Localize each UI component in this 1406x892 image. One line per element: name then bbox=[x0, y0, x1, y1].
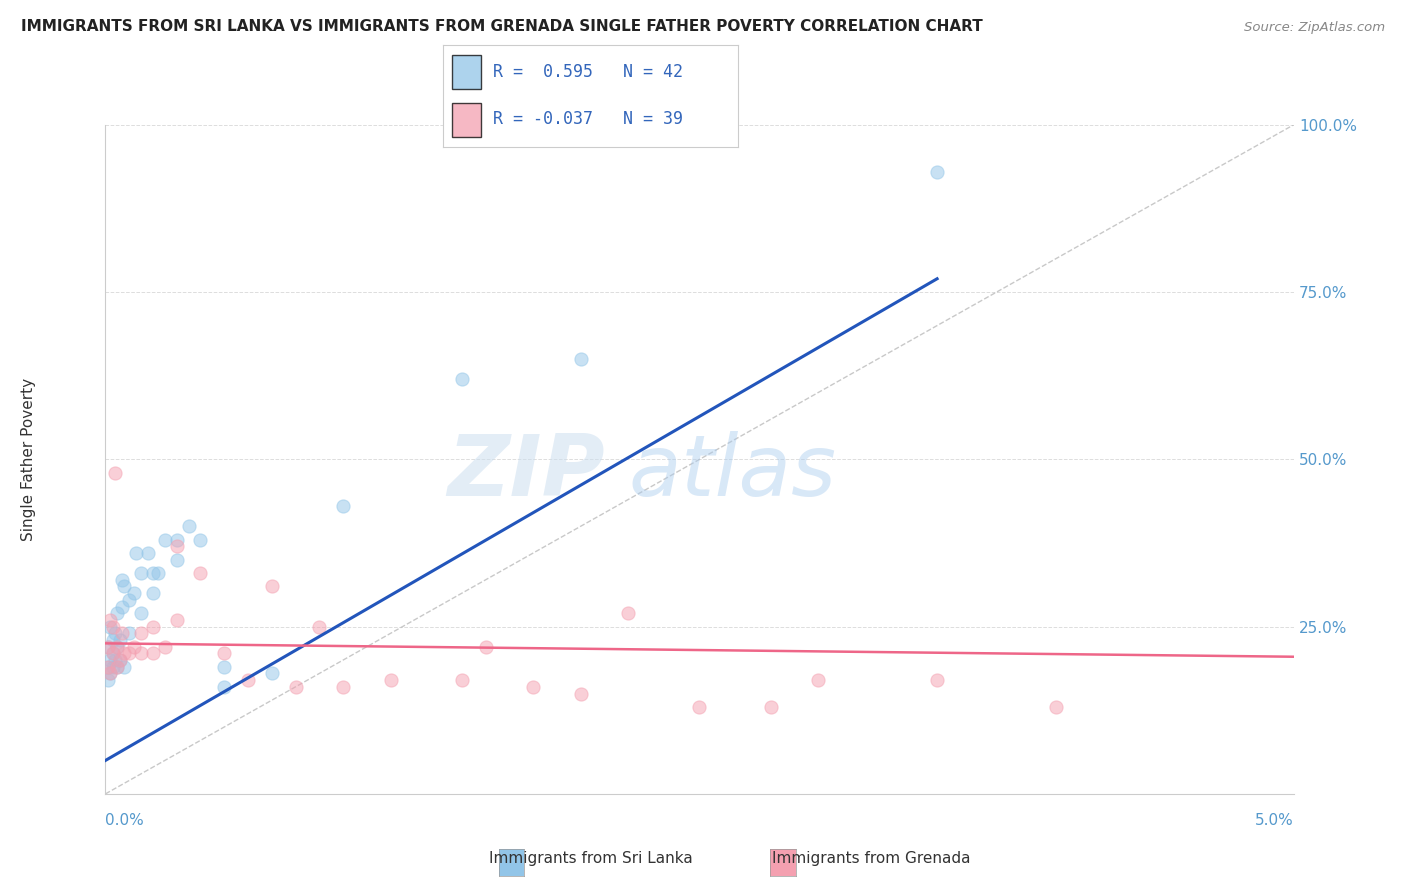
Point bbox=[97, 640, 120, 654]
Text: Single Father Poverty: Single Father Poverty bbox=[21, 378, 35, 541]
Point bbox=[129, 566, 152, 581]
Point bbox=[332, 680, 354, 694]
Point bbox=[118, 646, 141, 660]
Point bbox=[101, 660, 124, 674]
Point bbox=[214, 660, 236, 674]
Point bbox=[114, 580, 136, 594]
Point bbox=[97, 673, 120, 687]
Point bbox=[98, 613, 121, 627]
Point bbox=[98, 666, 121, 681]
Point bbox=[153, 640, 176, 654]
Text: atlas: atlas bbox=[628, 431, 837, 515]
Point bbox=[142, 619, 165, 633]
FancyBboxPatch shape bbox=[451, 103, 481, 137]
Point bbox=[617, 607, 640, 621]
Point bbox=[284, 680, 307, 694]
Point bbox=[380, 673, 402, 687]
Point bbox=[97, 640, 120, 654]
Point bbox=[260, 666, 283, 681]
Point bbox=[569, 687, 592, 701]
Point bbox=[101, 633, 124, 648]
Point bbox=[142, 586, 165, 600]
Point bbox=[105, 660, 128, 674]
Point bbox=[101, 619, 124, 633]
Text: 5.0%: 5.0% bbox=[1254, 814, 1294, 828]
Text: Immigrants from Grenada: Immigrants from Grenada bbox=[772, 852, 972, 866]
Point bbox=[104, 466, 127, 480]
Point bbox=[114, 660, 136, 674]
Point bbox=[118, 626, 141, 640]
Point bbox=[97, 660, 120, 674]
Point bbox=[101, 646, 124, 660]
Point bbox=[105, 640, 128, 654]
Point bbox=[98, 619, 121, 633]
Point bbox=[111, 626, 134, 640]
Point bbox=[236, 673, 259, 687]
Point bbox=[146, 566, 169, 581]
Point bbox=[153, 533, 176, 547]
Point bbox=[450, 673, 472, 687]
Point bbox=[111, 573, 134, 587]
Point bbox=[142, 566, 165, 581]
Text: Source: ZipAtlas.com: Source: ZipAtlas.com bbox=[1244, 21, 1385, 34]
Point bbox=[105, 607, 128, 621]
Point bbox=[166, 533, 188, 547]
Point bbox=[190, 533, 212, 547]
Text: R = -0.037   N = 39: R = -0.037 N = 39 bbox=[494, 111, 683, 128]
Point bbox=[122, 640, 145, 654]
Point bbox=[98, 666, 121, 681]
Point bbox=[177, 519, 200, 533]
Text: R =  0.595   N = 42: R = 0.595 N = 42 bbox=[494, 63, 683, 81]
Text: Immigrants from Sri Lanka: Immigrants from Sri Lanka bbox=[489, 852, 692, 866]
Point bbox=[105, 640, 128, 654]
Point bbox=[214, 680, 236, 694]
FancyBboxPatch shape bbox=[451, 55, 481, 88]
Point bbox=[166, 539, 188, 553]
Point bbox=[927, 673, 949, 687]
Point bbox=[104, 653, 127, 667]
Point bbox=[166, 613, 188, 627]
Point bbox=[569, 351, 592, 366]
Text: 0.0%: 0.0% bbox=[105, 814, 145, 828]
Point bbox=[332, 500, 354, 514]
Point bbox=[450, 372, 472, 386]
Point bbox=[98, 653, 121, 667]
Point bbox=[166, 552, 188, 567]
Point bbox=[129, 646, 152, 660]
Point bbox=[214, 646, 236, 660]
Text: ZIP: ZIP bbox=[447, 431, 605, 515]
Point bbox=[122, 586, 145, 600]
Point bbox=[114, 646, 136, 660]
Point bbox=[129, 607, 152, 621]
Point bbox=[689, 699, 711, 714]
Point bbox=[474, 640, 496, 654]
Point bbox=[1045, 699, 1067, 714]
Point bbox=[97, 660, 120, 674]
Point bbox=[260, 580, 283, 594]
Point bbox=[118, 592, 141, 607]
Point bbox=[108, 653, 131, 667]
Point bbox=[759, 699, 782, 714]
Point bbox=[108, 653, 131, 667]
Point bbox=[522, 680, 544, 694]
Point bbox=[105, 660, 128, 674]
Point bbox=[308, 619, 330, 633]
Text: IMMIGRANTS FROM SRI LANKA VS IMMIGRANTS FROM GRENADA SINGLE FATHER POVERTY CORRE: IMMIGRANTS FROM SRI LANKA VS IMMIGRANTS … bbox=[21, 20, 983, 34]
Point bbox=[125, 546, 148, 560]
Point bbox=[129, 626, 152, 640]
Point bbox=[108, 633, 131, 648]
Point bbox=[927, 164, 949, 178]
Point bbox=[104, 626, 127, 640]
Point bbox=[807, 673, 830, 687]
Point bbox=[101, 646, 124, 660]
Point bbox=[136, 546, 159, 560]
Point bbox=[111, 599, 134, 614]
Point bbox=[190, 566, 212, 581]
Point bbox=[142, 646, 165, 660]
